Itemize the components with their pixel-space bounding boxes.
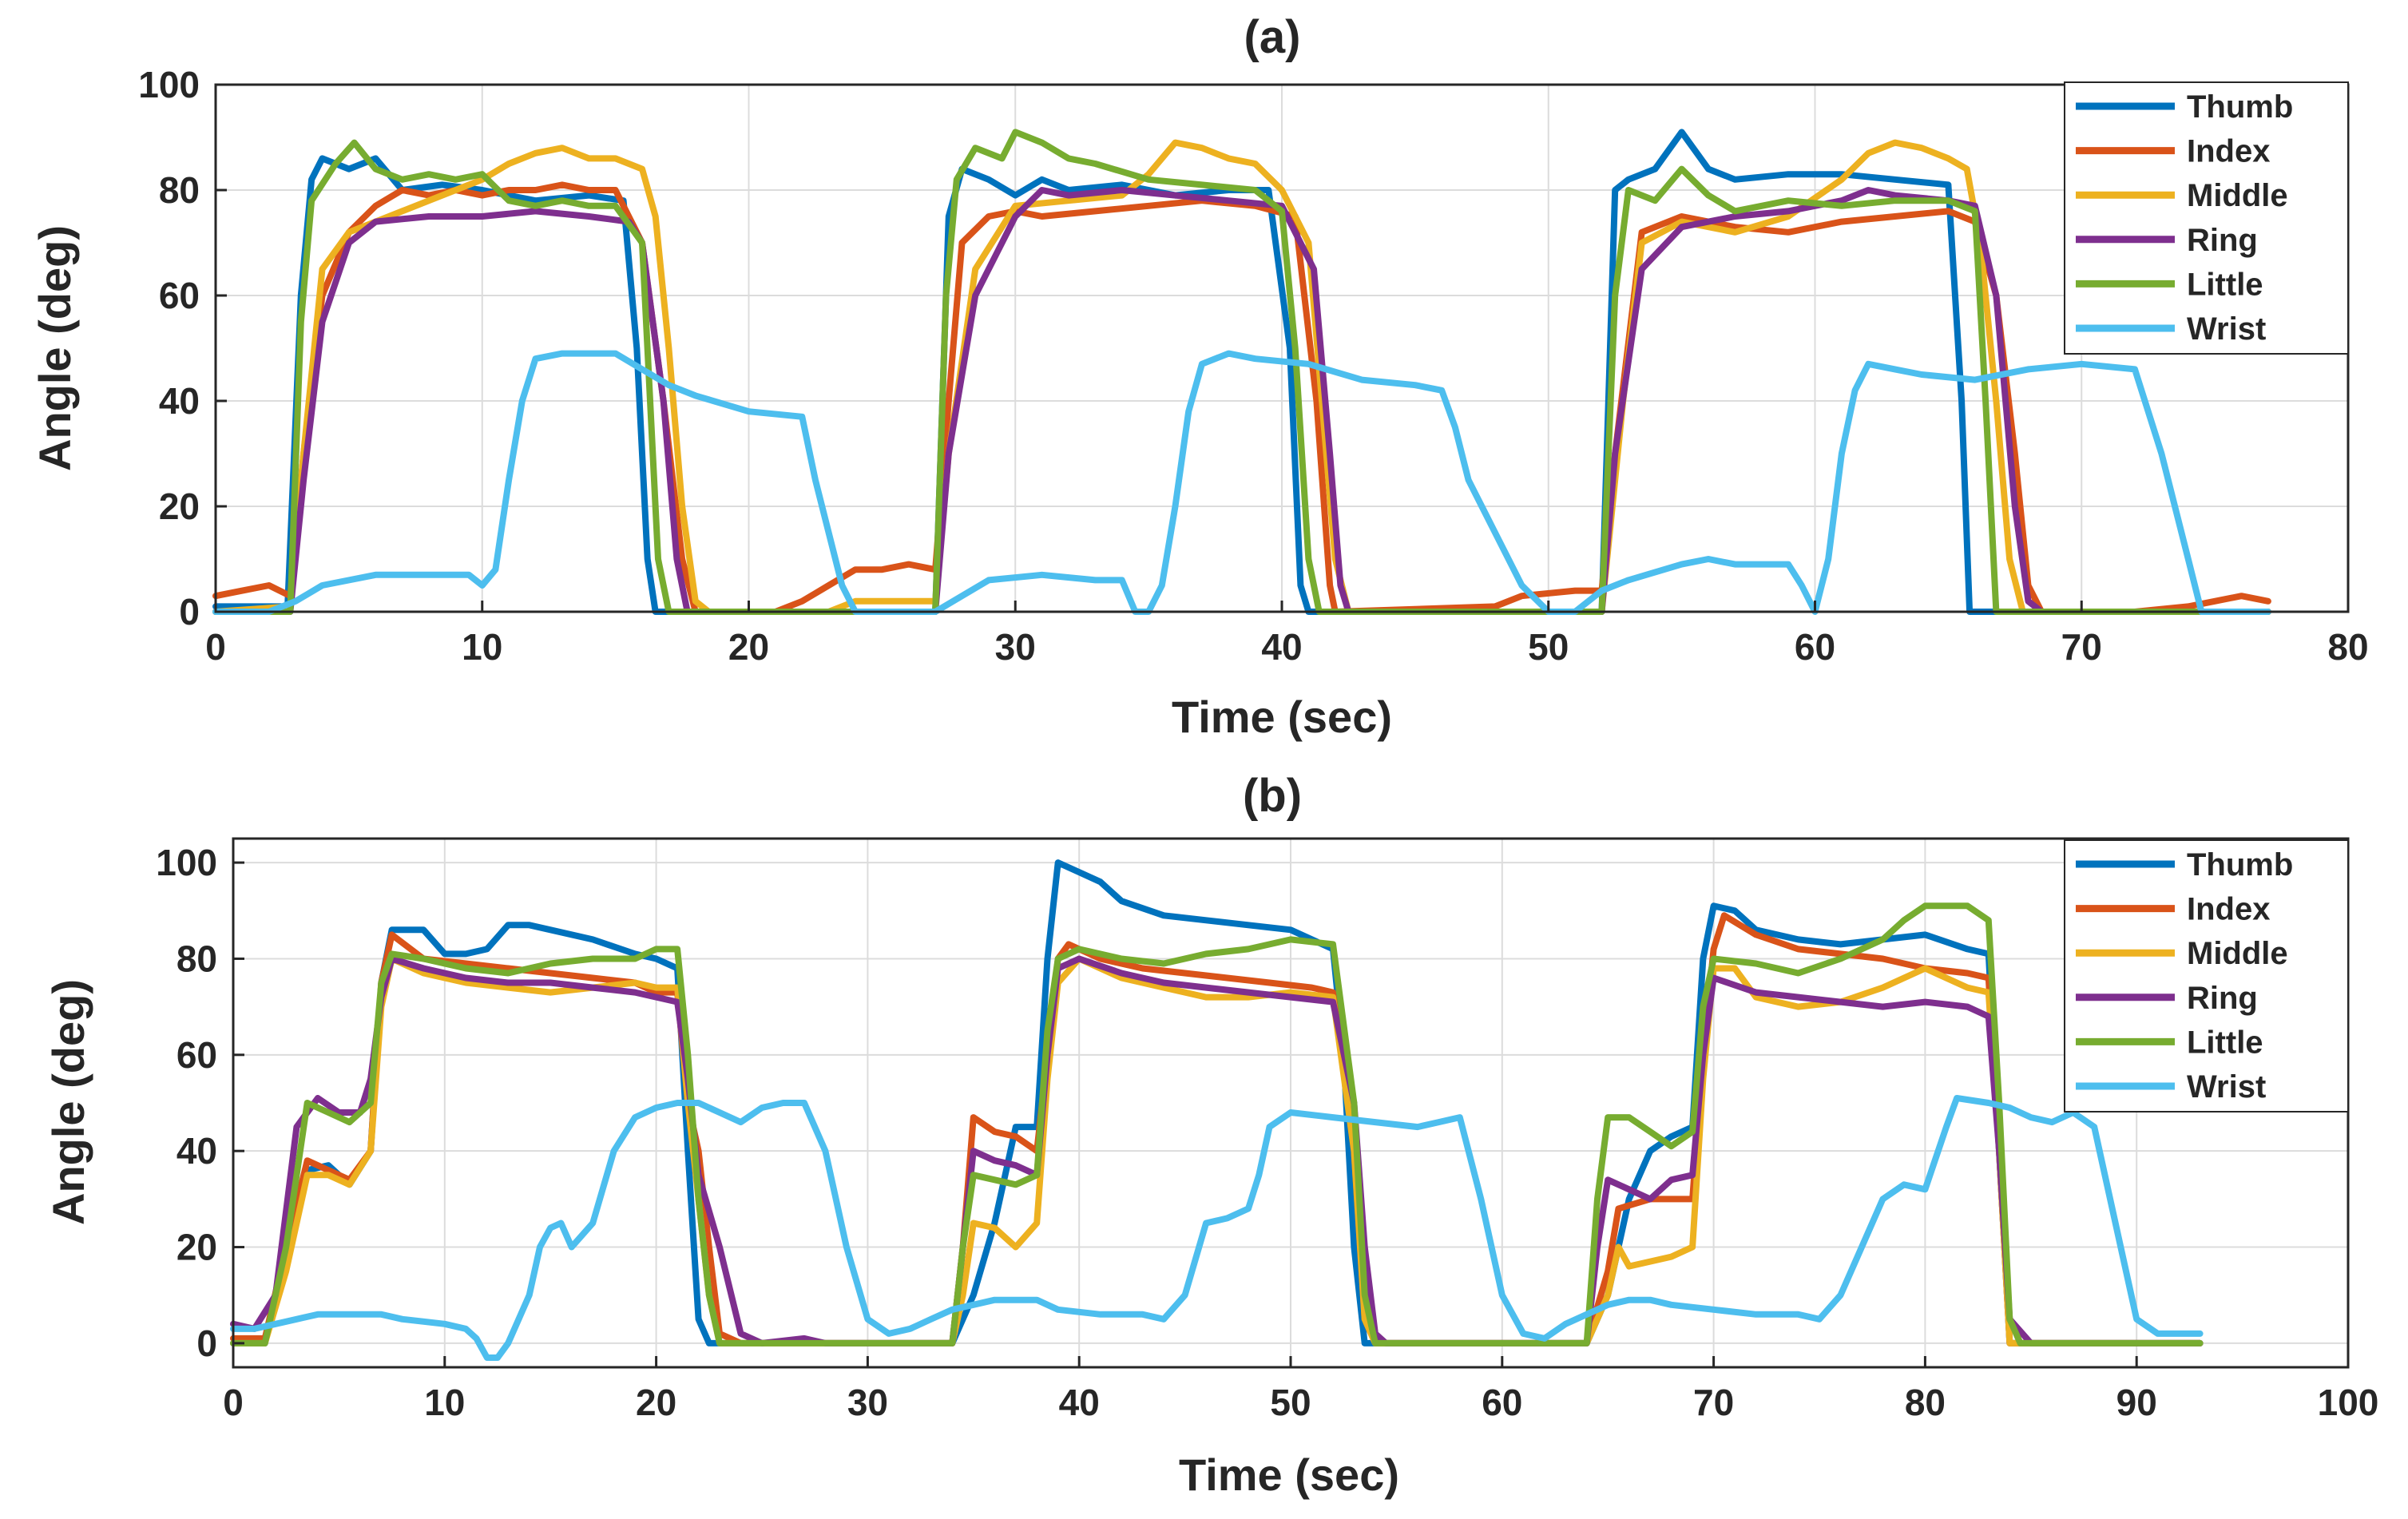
panel-a-x-tick-label: 60 bbox=[1795, 626, 1835, 668]
panel-a-series bbox=[212, 129, 2271, 615]
panel-a-title: (a) bbox=[1244, 11, 1301, 63]
panel-b: (b) 0 10 20 30 40 50 60 70 80 90 100 0 20 40 60 80 100 T… bbox=[43, 770, 2378, 1500]
panel-a-y-tick-label: 20 bbox=[159, 486, 200, 527]
panel-a-series-wrist bbox=[212, 350, 2271, 615]
panel-b-y-axis-label: Angle (deg) bbox=[43, 979, 93, 1225]
panel-a-x-tick-label: 0 bbox=[205, 626, 226, 668]
panel-b-y-tick-label: 80 bbox=[177, 938, 217, 979]
panel-a-x-tick-label: 50 bbox=[1528, 626, 1569, 668]
panel-b-legend-label-little: Little bbox=[2187, 1025, 2263, 1060]
panel-b-y-tick-label: 100 bbox=[156, 842, 217, 883]
panel-a-x-tick-label: 30 bbox=[995, 626, 1036, 668]
panel-a-y-axis-label: Angle (deg) bbox=[30, 225, 80, 471]
panel-b-legend-box bbox=[2064, 839, 2349, 1112]
panel-b-legend-label-ring: Ring bbox=[2187, 981, 2258, 1016]
panel-a-y-tick-label: 40 bbox=[159, 380, 200, 422]
panel-a-legend-label-middle: Middle bbox=[2187, 178, 2288, 213]
panel-b-x-tick-label: 90 bbox=[2116, 1382, 2157, 1423]
panel-b-legend: Thumb Index Middle Ring Little Wrist bbox=[2064, 839, 2349, 1112]
panel-b-series-middle bbox=[230, 955, 2204, 1346]
panel-a-y-tick-label: 0 bbox=[179, 591, 200, 633]
panel-b-series-wrist bbox=[230, 1095, 2204, 1361]
panel-b-title: (b) bbox=[1243, 770, 1302, 822]
panel-b-y-tick-label: 40 bbox=[177, 1130, 217, 1172]
panel-a-x-tick-label: 80 bbox=[2327, 626, 2368, 668]
panel-a-legend-label-thumb: Thumb bbox=[2187, 89, 2293, 125]
panel-b-x-tick-label: 80 bbox=[1905, 1382, 1946, 1423]
panel-b-y-tick-label: 0 bbox=[196, 1323, 217, 1364]
panel-b-x-tick-label: 0 bbox=[223, 1382, 244, 1423]
panel-b-x-tick-label: 70 bbox=[1693, 1382, 1734, 1423]
panel-a-x-tick-label: 10 bbox=[462, 626, 502, 668]
panel-a-y-tick-label: 60 bbox=[159, 275, 200, 316]
panel-a-legend-box bbox=[2064, 81, 2349, 355]
panel-a-series-middle bbox=[212, 139, 2271, 615]
panel-b-x-tick-label: 50 bbox=[1270, 1382, 1311, 1423]
panel-a-legend-label-ring: Ring bbox=[2187, 223, 2258, 258]
panel-a-legend-label-little: Little bbox=[2187, 267, 2263, 302]
panel-a-legend-label-index: Index bbox=[2187, 134, 2270, 169]
panel-a-y-tick-label: 100 bbox=[138, 64, 200, 105]
panel-b-legend-label-index: Index bbox=[2187, 892, 2270, 927]
panel-b-y-tick-label: 20 bbox=[177, 1227, 217, 1268]
panel-a-legend-label-wrist: Wrist bbox=[2187, 311, 2266, 347]
panel-a-ticks: 0 10 20 30 40 50 60 70 80 0 20 40 60 80 100 bbox=[138, 64, 2368, 668]
panel-a-y-tick-label: 80 bbox=[159, 169, 200, 211]
panel-a-series-ring bbox=[212, 187, 2271, 615]
panel-b-x-tick-label: 40 bbox=[1059, 1382, 1100, 1423]
panel-a-x-tick-label: 40 bbox=[1261, 626, 1302, 668]
panel-a-x-tick-label: 70 bbox=[2061, 626, 2102, 668]
panel-b-series-index bbox=[230, 912, 2204, 1346]
panel-b-x-tick-label: 100 bbox=[2318, 1382, 2379, 1423]
panel-b-x-tick-label: 60 bbox=[1482, 1382, 1522, 1423]
panel-b-series-thumb bbox=[230, 859, 2204, 1346]
panel-b-series-little bbox=[230, 902, 2204, 1346]
panel-a-series-little bbox=[212, 129, 2271, 615]
panel-b-legend-label-middle: Middle bbox=[2187, 936, 2288, 971]
panel-b-x-tick-label: 30 bbox=[847, 1382, 888, 1423]
panel-b-series bbox=[230, 859, 2204, 1361]
panel-b-legend-label-thumb: Thumb bbox=[2187, 847, 2293, 882]
panel-b-ticks: 0 10 20 30 40 50 60 70 80 90 100 0 20 40 60 80 100 bbox=[156, 842, 2378, 1423]
panel-b-x-tick-label: 10 bbox=[424, 1382, 465, 1423]
panel-a: (a) 0 10 20 30 40 50 60 70 80 0 20 40 60 80 100 Time (… bbox=[30, 11, 2369, 742]
panel-b-y-tick-label: 60 bbox=[177, 1034, 217, 1076]
panel-b-x-tick-label: 20 bbox=[636, 1382, 676, 1423]
panel-a-legend: Thumb Index Middle Ring Little Wrist bbox=[2064, 81, 2349, 355]
panel-a-x-axis-label: Time (sec) bbox=[1172, 692, 1392, 742]
panel-a-x-tick-label: 20 bbox=[728, 626, 769, 668]
panel-b-x-axis-label: Time (sec) bbox=[1179, 1450, 1399, 1500]
panel-b-legend-label-wrist: Wrist bbox=[2187, 1069, 2266, 1105]
